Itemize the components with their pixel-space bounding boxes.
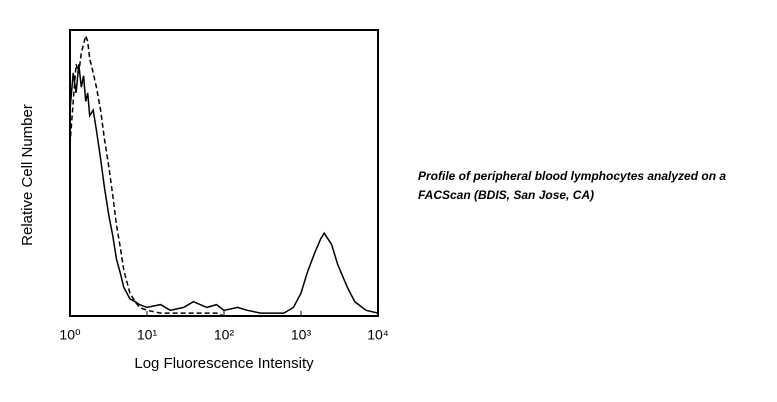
x-tick-label: 10² [214, 327, 235, 343]
y-axis-label: Relative Cell Number [19, 104, 36, 246]
x-tick-label: 10¹ [137, 327, 158, 343]
annotation: FACScan (BDIS, San Jose, CA) [418, 188, 594, 202]
histogram-line [69, 33, 238, 317]
x-tick-label: 10³ [291, 327, 312, 343]
histogram-line [69, 64, 379, 314]
x-axis-label: Log Fluorescence Intensity [134, 355, 314, 372]
x-tick-label: 10⁴ [367, 327, 389, 343]
x-tick-label: 10⁰ [59, 327, 81, 343]
annotation: Profile of peripheral blood lymphocytes … [418, 169, 726, 183]
